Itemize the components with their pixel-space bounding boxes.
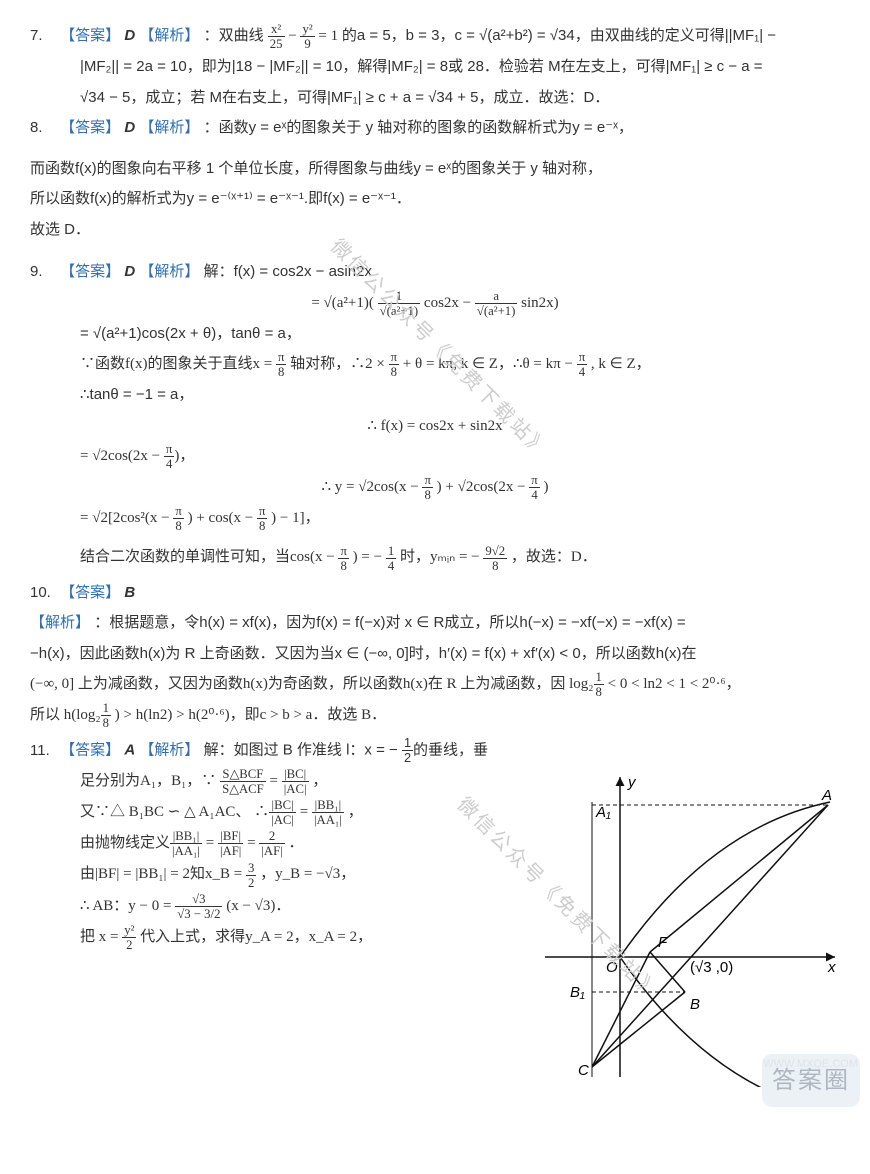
q7-letter: D [124,27,135,44]
q9-eq-center2: ∴ f(x) = cos2x + sin2x [30,412,840,441]
q11-num: 11. [30,737,56,766]
q9-line7: 结合二次函数的单调性可知，当cos(x − π8 ) = − 14 时，yₘᵢₙ… [30,543,840,572]
footer-logo: 答案圈 [762,1054,860,1108]
analysis-label: 【解析】 [139,119,199,136]
q10-head: 10. 【答案】 B [30,579,840,608]
q10-num: 10. [30,579,56,608]
q8-line3: 所以函数f(x)的解析式为y = e⁻⁽ˣ⁺¹⁾ = e⁻ˣ⁻¹.即f(x) =… [30,185,840,214]
answer-label: 【答案】 [60,742,120,759]
fig-label-pt: (√3 ,0) [690,959,733,976]
fig-label-C: C [578,1062,589,1079]
answer-label: 【答案】 [60,27,120,44]
q7: 7. 【答案】 D 【解析】 ：双曲线 x²25 − y²9 = 1 的a = … [30,22,840,51]
q9-eq-center3: ∴ y = √2cos(x − π8 ) + √2cos(2x − π4 ) [30,473,840,502]
answer-label: 【答案】 [60,584,120,601]
q7-text-1a: ：双曲线 [204,27,264,44]
q8-line4: 故选 D． [30,216,840,245]
q7-eq1: x²25 − y²9 = 1 [268,28,342,44]
q8-num: 8. [30,114,56,143]
fig-label-F: F [658,934,668,951]
q10-line3: (−∞, 0] 上为减函数，又因为函数h(x)为奇函数，所以函数h(x)在 R … [30,670,840,699]
fig-label-B: B [690,996,700,1013]
q9-line4: ∴tanθ = −1 = a， [30,381,840,410]
analysis-label: 【解析】 [30,614,90,631]
q10-line2: −h(x)，因此函数h(x)为 R 上奇函数．又因为当x ∈ (−∞, 0]时，… [30,640,840,669]
fig-label-A: A [821,787,832,804]
q8: 8. 【答案】 D 【解析】 ：函数y = eˣ的图象关于 y 轴对称的图象的函… [30,114,840,143]
fig-label-A1: A₁ [595,804,611,821]
q8-text-1: ：函数y = eˣ的图象关于 y 轴对称的图象的函数解析式为y = e⁻ˣ， [204,119,633,136]
q9-line2: = √(a²+1)cos(2x + θ)，tanθ = a， [30,320,840,349]
q9-line6: = √2[2cos²(x − π8 ) + cos(x − π8 ) − 1]， [30,504,840,533]
q9-letter: D [124,263,135,280]
q9-num: 9. [30,258,56,287]
answer-label: 【答案】 [60,119,120,136]
q7-line2: |MF₂|| = 2a = 10，即为|18 − |MF₂|| = 10，解得|… [30,53,840,82]
fig-label-B1: B₁ [570,984,585,1001]
q11-figure: y x O A A₁ F B B₁ C (√3 ,0) [540,767,840,1087]
q9-line3: ∵函数f(x)的图象关于直线x = π8 轴对称，∴2 × π8 + θ = k… [30,350,840,379]
fig-label-O: O [606,959,618,976]
q10-letter: B [124,584,135,601]
q8-letter: D [124,119,135,136]
page: 微信公公众号《免费下载站》 微信公众号《免费下载站》 7. 【答案】 D 【解析… [0,0,870,1117]
q11: 11. 【答案】 A 【解析】 解：如图过 B 作准线 l：x = − 12的垂… [30,736,840,765]
q9-line5: = √2cos(2x − π4)， [30,442,840,471]
q11-letter: A [124,742,135,759]
q10-line4: 所以 h(log₂18 ) > h(ln2) > h(2⁰·⁶)，即c > b … [30,701,840,730]
q9: 9. 【答案】 D 【解析】 解：f(x) = cos2x − asin2x [30,258,840,287]
q7-line3: √34 − 5，成立；若 M在右支上，可得|MF₁| ≥ c + a = √34… [30,84,840,113]
q10-line1: 【解析】 ：根据题意，令h(x) = xf(x)，因为f(x) = f(−x)对… [30,609,840,638]
q8-line2: 而函数f(x)的图象向右平移 1 个单位长度，所得图象与曲线y = eˣ的图象关… [30,155,840,184]
analysis-label: 【解析】 [139,263,199,280]
analysis-label: 【解析】 [139,742,199,759]
answer-label: 【答案】 [60,263,120,280]
q7-num: 7. [30,22,56,51]
fig-label-x: x [827,959,836,976]
q7-text-1b: 的a = 5，b = 3，c = √(a²+b²) = √34，由双曲线的定义可… [342,27,776,44]
q9-line1: 解：f(x) = cos2x − asin2x [204,263,372,280]
q9-eq-center1: = √(a²+1)( 1√(a²+1) cos2x − a√(a²+1) sin… [30,289,840,318]
fig-label-y: y [627,774,637,791]
analysis-label: 【解析】 [139,27,199,44]
